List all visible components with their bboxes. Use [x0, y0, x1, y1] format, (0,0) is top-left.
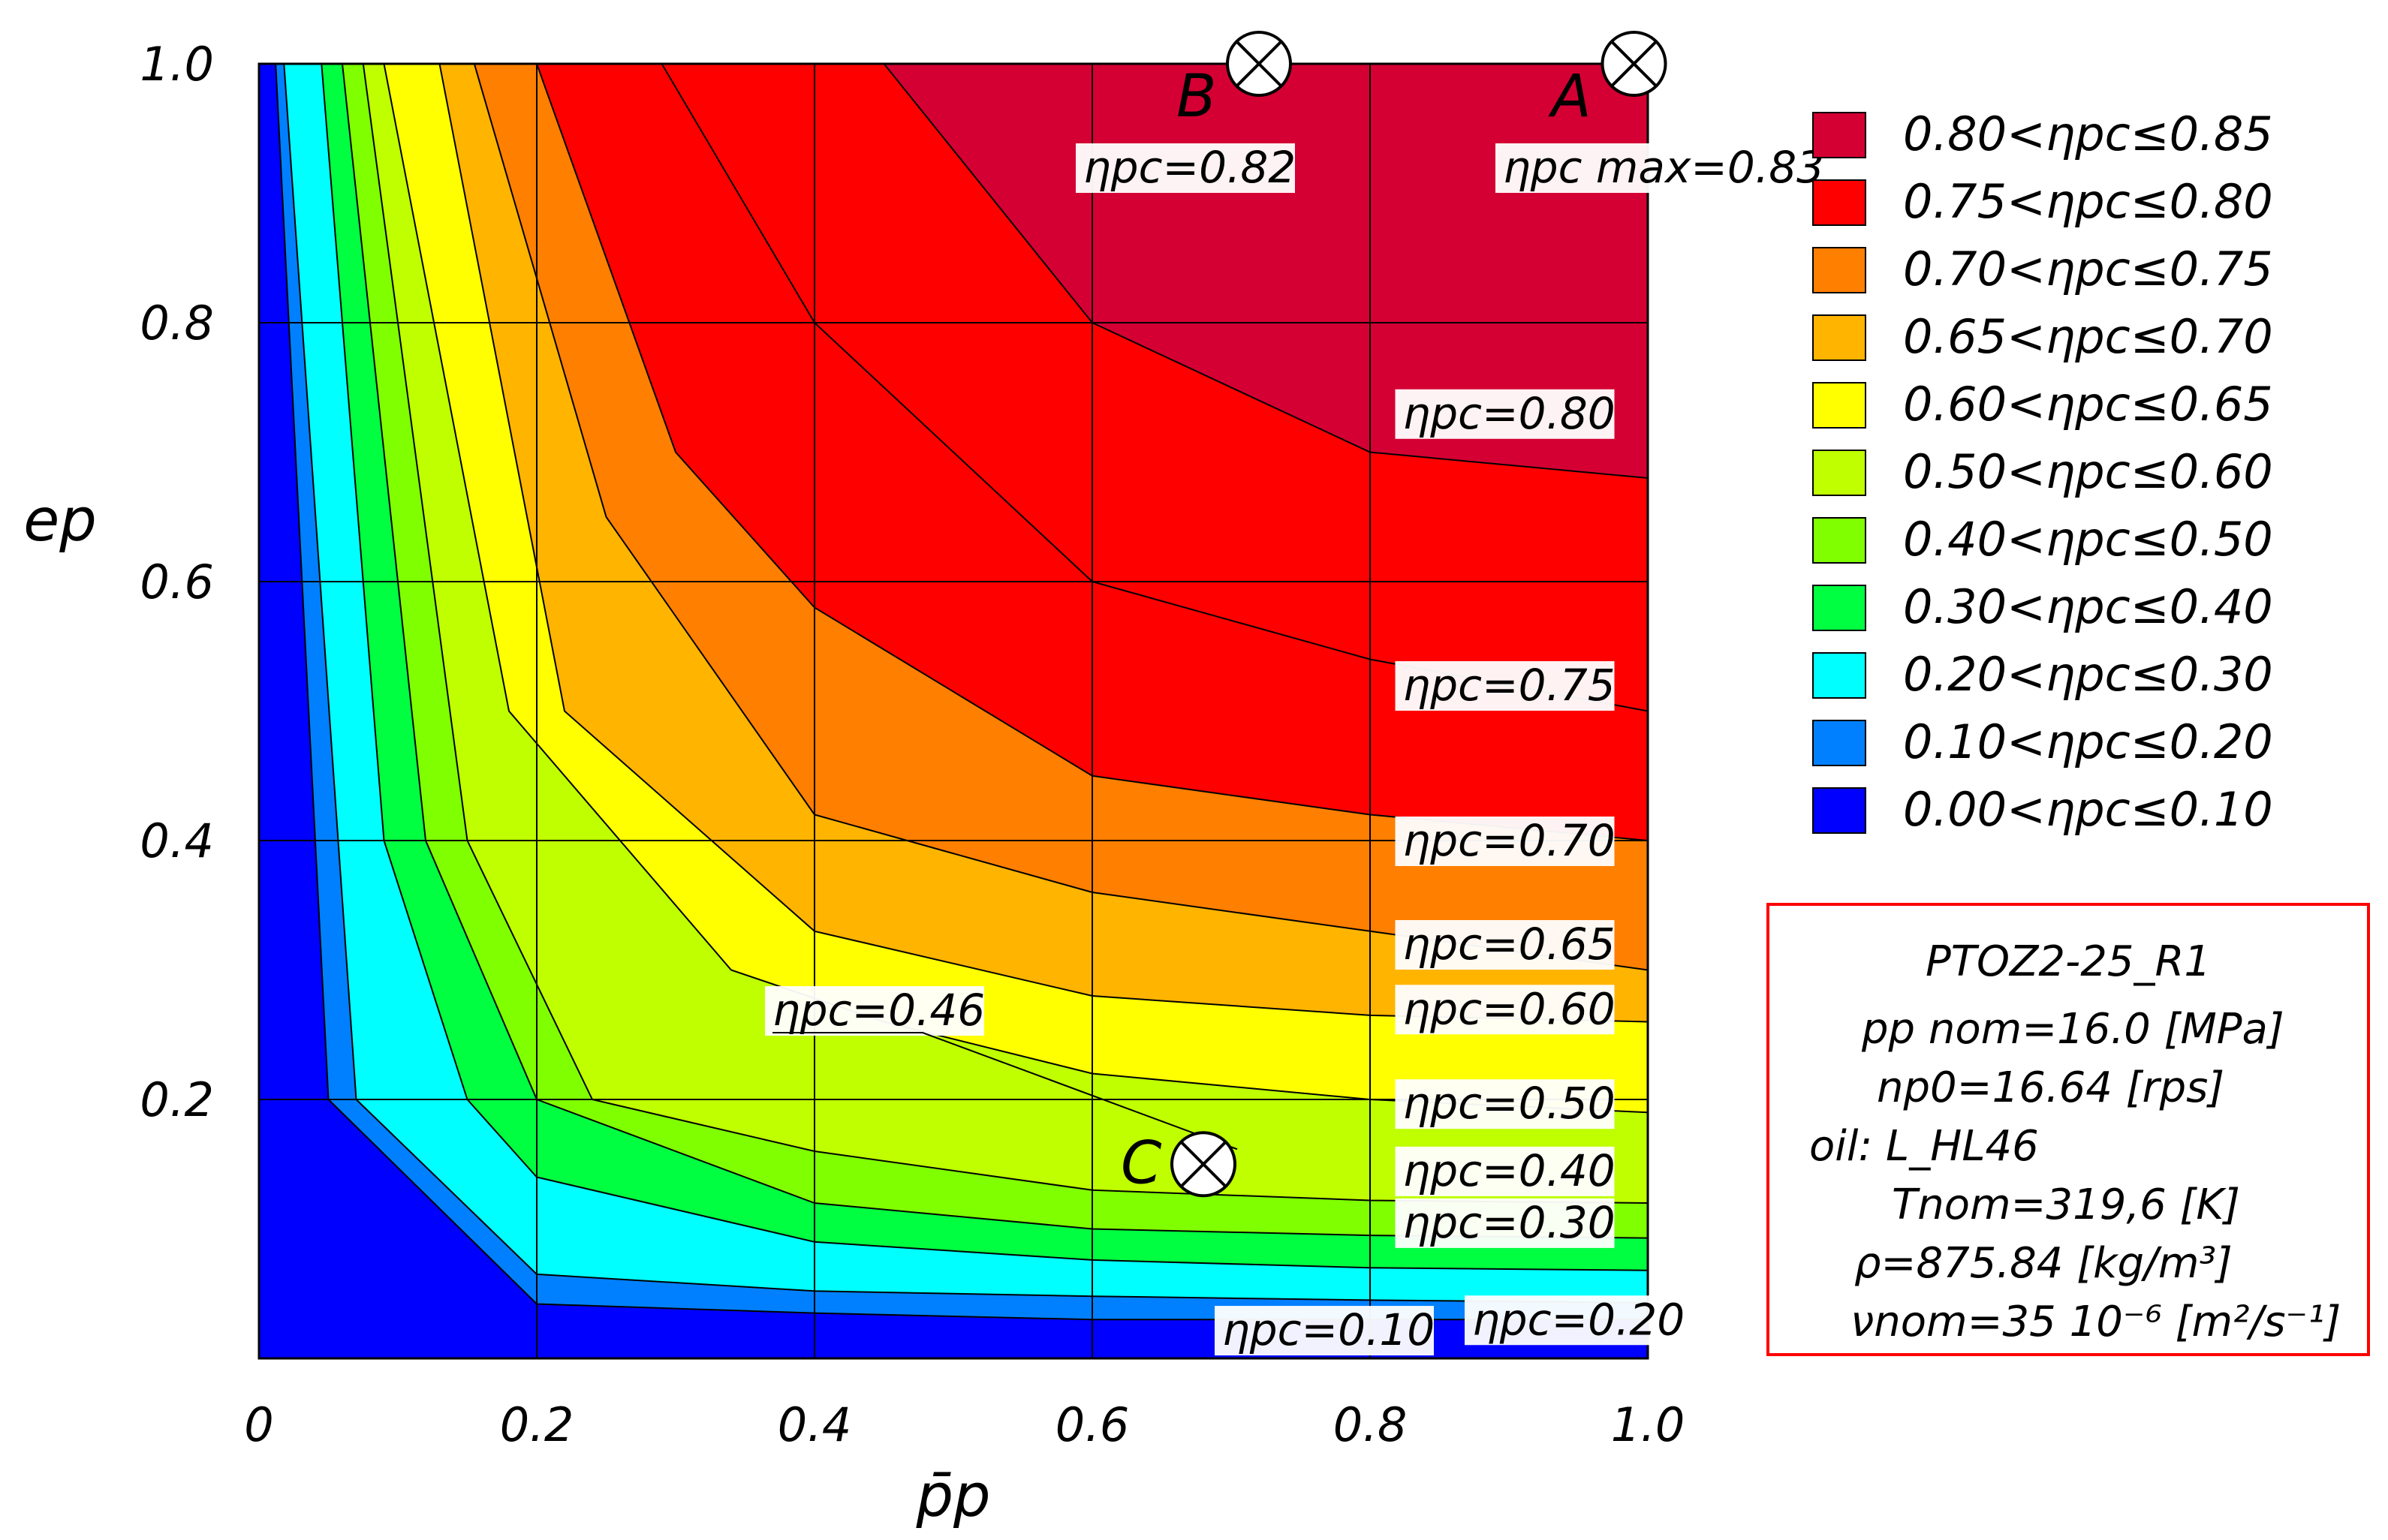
- svg-text:ηpc=0.30: ηpc=0.30: [1403, 1197, 1616, 1248]
- contour-label: ηpc=0.75: [1395, 660, 1616, 711]
- legend-label: 0.70<ηpc≤0.75: [1903, 242, 2273, 296]
- y-tick-label: 0.4: [140, 814, 214, 868]
- legend-swatch: [1812, 585, 1866, 631]
- point-label: A: [1548, 63, 1591, 131]
- x-tick-label: 0.6: [1055, 1397, 1130, 1452]
- contour-line-0.82: [883, 64, 1648, 479]
- contour-label: ηpc=0.30: [1395, 1197, 1616, 1248]
- contour-line-0.30: [321, 64, 1648, 1271]
- point-B: B: [1176, 31, 1292, 131]
- legend-label: 0.65<ηpc≤0.70: [1903, 309, 2273, 364]
- x-tick-label: 0.8: [1333, 1397, 1408, 1452]
- y-axis-label: ep: [23, 487, 97, 555]
- info-line: pp nom=16.0 [MPa]: [1861, 1005, 2284, 1054]
- callout-label: ηpc=0.46: [765, 985, 985, 1036]
- svg-text:ηpc=0.50: ηpc=0.50: [1403, 1078, 1616, 1129]
- legend-swatch: [1812, 382, 1866, 429]
- svg-text:ηpc=0.82: ηpc=0.82: [1083, 142, 1296, 193]
- y-tick-label: 0.6: [140, 555, 214, 609]
- axis-labels: p̄p ep: [23, 487, 990, 1530]
- point-C: C: [1121, 1129, 1236, 1198]
- info-line: Tnom=319,6 [K]: [1892, 1181, 2240, 1229]
- legend: 0.80<ηpc≤0.85 0.75<ηpc≤0.80 0.70<ηpc≤0.75 0…: [1812, 107, 2273, 837]
- info-box-frame: [1766, 903, 2370, 1356]
- info-line: νnom=35 10⁻⁶ [m²/s⁻¹]: [1850, 1298, 2341, 1346]
- info-title: PTOZ2-25_R1: [1926, 937, 2211, 986]
- legend-swatch: [1812, 247, 1866, 293]
- legend-label: 0.10<ηpc≤0.20: [1903, 714, 2273, 769]
- band-0.82: [884, 64, 1648, 478]
- legend-swatch: [1812, 517, 1866, 564]
- x-tick-label: 0.4: [778, 1397, 852, 1452]
- legend-swatch: [1812, 652, 1866, 699]
- svg-text:ηpc=0.60: ηpc=0.60: [1403, 983, 1616, 1034]
- y-tick-label: 0.8: [140, 296, 214, 350]
- contour-label: ηpc=0.40: [1395, 1145, 1616, 1196]
- y-tick-label: 1.0: [140, 37, 214, 92]
- svg-text:ηpc max=0.83: ηpc max=0.83: [1503, 142, 1824, 193]
- svg-text:ηpc=0.65: ηpc=0.65: [1403, 919, 1616, 970]
- svg-text:ηpc=0.46: ηpc=0.46: [772, 985, 985, 1036]
- legend-swatch: [1812, 314, 1866, 361]
- y-tick-label: 0.2: [140, 1072, 214, 1127]
- operating-points: A B C: [1121, 31, 1667, 1198]
- legend-swatch: [1812, 720, 1866, 766]
- legend-label: 0.30<ηpc≤0.40: [1903, 579, 2273, 634]
- contour-label: ηpc=0.60: [1395, 983, 1616, 1035]
- axis-ticks: 0 0.2 0.4 0.6 0.8 1.0 0.2 0.4 0.6 0.8 1.0: [140, 37, 1685, 1452]
- contour-label: ηpc=0.70: [1395, 815, 1616, 866]
- legend-swatch: [1812, 450, 1866, 496]
- svg-text:ηpc=0.75: ηpc=0.75: [1403, 660, 1616, 711]
- contour-label: ηpc=0.50: [1395, 1078, 1616, 1129]
- svg-text:ηpc=0.80: ηpc=0.80: [1403, 388, 1616, 439]
- svg-text:ηpc=0.70: ηpc=0.70: [1403, 815, 1616, 866]
- contour-label: ηpc=0.65: [1395, 919, 1616, 970]
- legend-label: 0.40<ηpc≤0.50: [1903, 512, 2273, 567]
- legend-label: 0.80<ηpc≤0.85: [1903, 107, 2273, 161]
- point-label: C: [1121, 1129, 1162, 1197]
- legend-label: 0.60<ηpc≤0.65: [1903, 377, 2273, 432]
- max-efficiency-label: ηpc max=0.83: [1495, 142, 1824, 193]
- info-line: oil: L_HL46: [1809, 1122, 2039, 1171]
- info-line: ρ=875.84 [kg/m³]: [1854, 1239, 2233, 1288]
- legend-label: 0.20<ηpc≤0.30: [1903, 647, 2273, 702]
- x-tick-label: 0: [244, 1397, 273, 1452]
- plot-frame: [257, 62, 1649, 1360]
- contour-labels: ηpc=0.82 ηpc=0.80 ηpc=0.75 ηpc=0.70 ηpc=0.65…: [765, 142, 1824, 1356]
- legend-label: 0.50<ηpc≤0.60: [1903, 444, 2273, 499]
- legend-swatch: [1812, 179, 1866, 226]
- info-line: np0=16.64 [rps]: [1877, 1063, 2224, 1112]
- legend-label: 0.75<ηpc≤0.80: [1903, 174, 2273, 229]
- x-axis-label: p̄p: [915, 1463, 990, 1530]
- legend-swatch: [1812, 787, 1866, 834]
- contour-label: ηpc=0.82: [1076, 142, 1296, 193]
- callout-leader: [772, 1032, 1238, 1150]
- contour-label: ηpc=0.80: [1395, 388, 1616, 439]
- point-label: B: [1176, 63, 1217, 131]
- legend-label: 0.00<ηpc≤0.10: [1903, 782, 2273, 837]
- x-tick-label: 1.0: [1611, 1397, 1685, 1452]
- x-tick-label: 0.2: [500, 1397, 574, 1452]
- contour-label: ηpc=0.20: [1465, 1294, 1685, 1346]
- svg-text:ηpc=0.40: ηpc=0.40: [1403, 1145, 1616, 1196]
- legend-swatch: [1812, 112, 1866, 158]
- svg-text:ηpc=0.10: ηpc=0.10: [1222, 1304, 1435, 1355]
- contour-label: ηpc=0.10: [1215, 1304, 1435, 1356]
- point-A: A: [1548, 31, 1667, 131]
- svg-text:ηpc=0.20: ηpc=0.20: [1472, 1294, 1685, 1345]
